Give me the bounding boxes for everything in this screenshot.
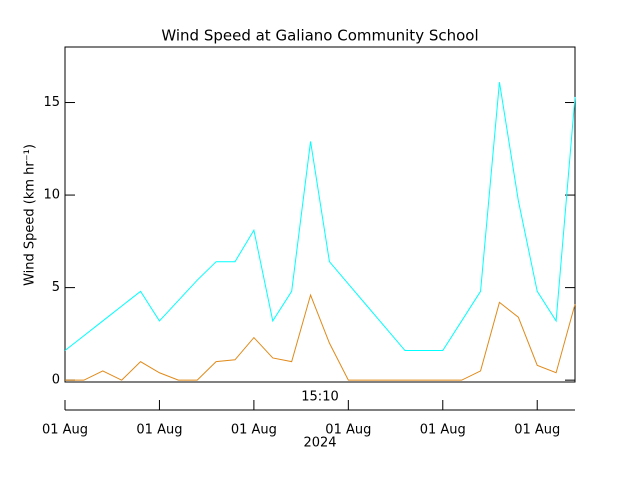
x-tick-label: 01 Aug bbox=[136, 423, 182, 438]
x-tick-label: 01 Aug bbox=[325, 423, 371, 438]
y-axis-label: Wind Speed (km hr⁻¹) bbox=[23, 144, 38, 286]
x-tick-label: 01 Aug bbox=[420, 423, 466, 438]
time-annotation: 15:10 bbox=[301, 390, 338, 405]
y-tick-label: 10 bbox=[43, 188, 60, 203]
series-line bbox=[65, 293, 576, 381]
x-tick-label: 01 Aug bbox=[42, 423, 88, 438]
y-tick-label: 0 bbox=[52, 373, 60, 388]
x-tick-label: 01 Aug bbox=[231, 423, 277, 438]
plot-frame bbox=[64, 46, 576, 383]
y-tick-label: 5 bbox=[52, 280, 60, 295]
year-annotation: 2024 bbox=[303, 436, 336, 451]
series-line bbox=[64, 82, 576, 352]
x-tick-label: 01 Aug bbox=[514, 423, 560, 438]
chart-title: Wind Speed at Galiano Community School bbox=[161, 27, 478, 45]
y-tick-label: 15 bbox=[43, 95, 60, 110]
